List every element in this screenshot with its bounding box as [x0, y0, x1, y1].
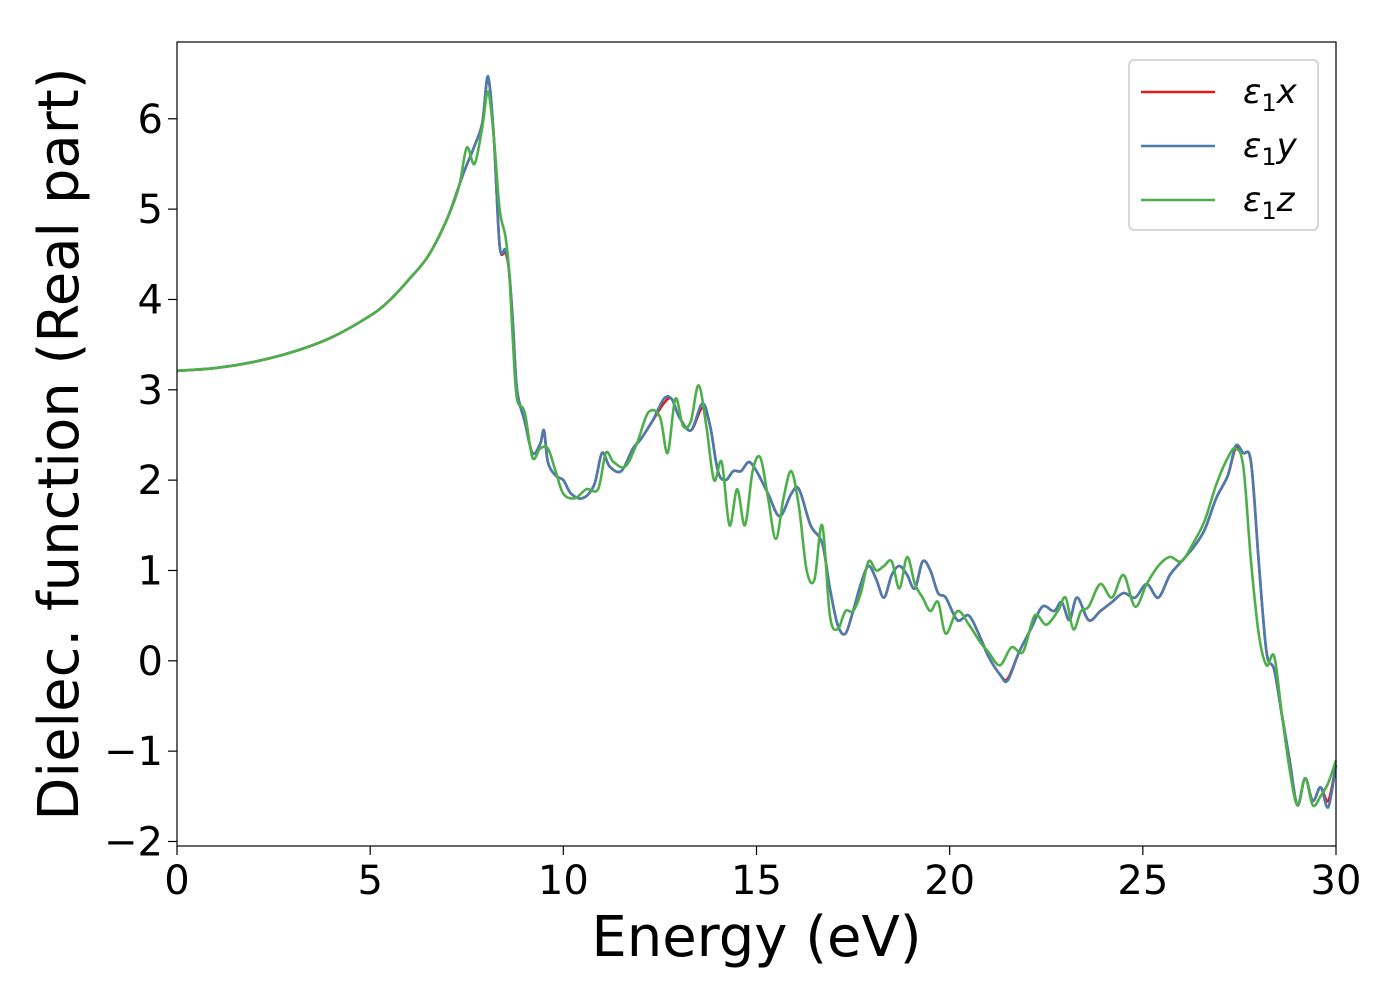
legend-box	[1128, 59, 1319, 231]
x-tick-label: 10	[538, 858, 589, 904]
y-tick-label: −1	[104, 729, 163, 775]
y-axis-ticks: −2 −1 0 1 2 3 4 5 6	[104, 97, 177, 865]
y-tick-label: 5	[138, 187, 163, 233]
y-tick-label: 0	[138, 639, 163, 685]
y-tick-label: 1	[138, 548, 163, 594]
y-axis-title: Dielec. function (Real part)	[27, 67, 92, 820]
x-tick-label: 20	[924, 858, 975, 904]
legend: ε1x ε1y ε1z	[1128, 59, 1319, 231]
y-tick-label: 2	[138, 458, 163, 504]
x-tick-label: 25	[1117, 858, 1168, 904]
x-tick-label: 5	[357, 858, 382, 904]
legend-label-z: ε1z	[1243, 180, 1296, 225]
legend-label-y: ε1y	[1243, 126, 1298, 171]
series-layer	[176, 74, 1338, 809]
x-tick-label: 30	[1311, 858, 1362, 904]
y-tick-label: 6	[138, 97, 163, 143]
y-tick-label: 3	[138, 368, 163, 414]
x-axis-title: Energy (eV)	[591, 905, 921, 970]
y-tick-label: −2	[104, 819, 163, 865]
series-line-z	[176, 90, 1338, 808]
y-tick-label: 4	[138, 277, 163, 323]
x-tick-label: 15	[731, 858, 782, 904]
legend-label-x: ε1x	[1243, 72, 1298, 117]
x-tick-label: 0	[164, 858, 189, 904]
x-axis-ticks: 0 5 10 15 20 25 30	[164, 846, 1361, 904]
